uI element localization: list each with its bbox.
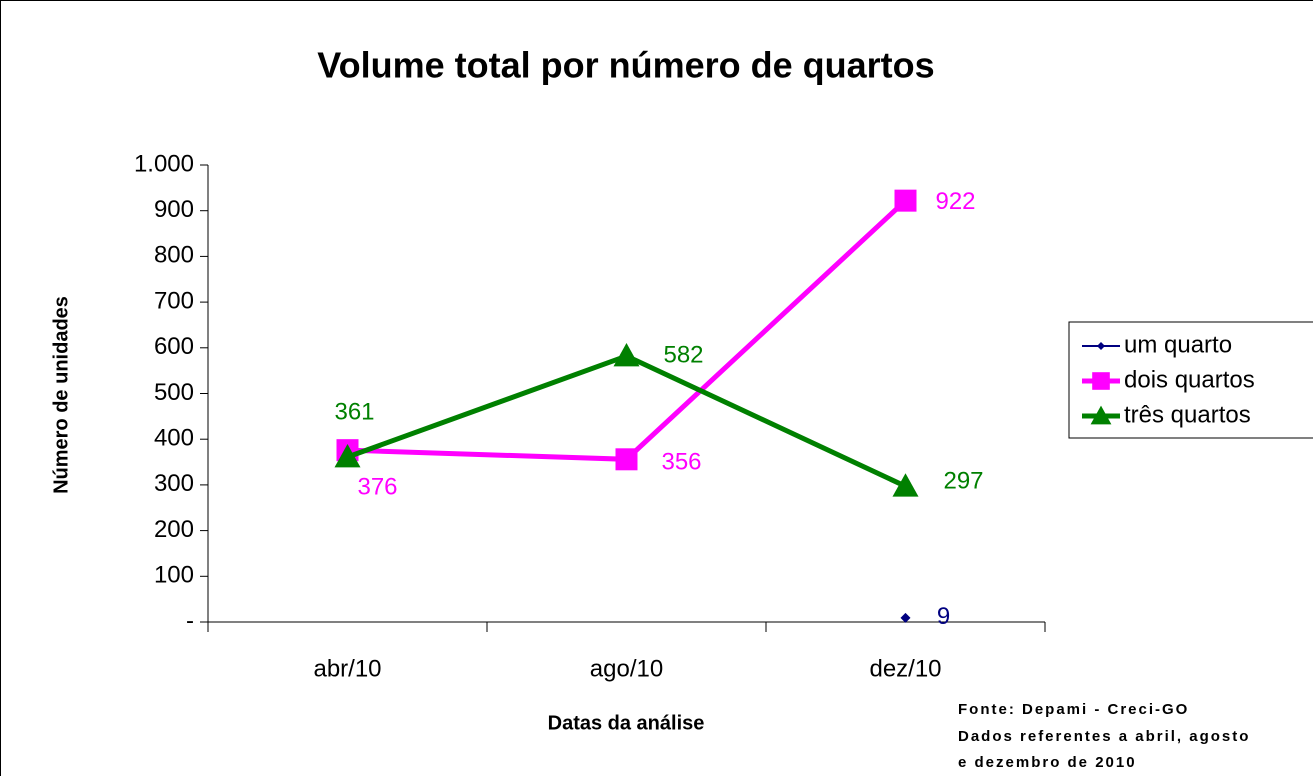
data-label: 582: [663, 341, 703, 368]
y-tick-label: -: [186, 607, 194, 634]
data-label: 922: [935, 188, 975, 215]
chart-title: Volume total por número de quartos: [317, 45, 934, 86]
y-tick-label: 400: [154, 425, 194, 452]
legend-label: dois quartos: [1124, 366, 1255, 393]
data-label: 9: [937, 603, 950, 630]
x-tick-label: dez/10: [869, 655, 941, 682]
marker: [613, 343, 640, 367]
y-axis-label: Número de unidades: [50, 296, 72, 494]
source-note: e dezembro de 2010: [958, 754, 1137, 771]
y-tick-label: 700: [154, 287, 194, 314]
source-note: Fonte: Depami - Creci-GO: [958, 701, 1189, 718]
y-tick-label: 500: [154, 379, 194, 406]
marker: [894, 189, 917, 212]
data-label: 356: [661, 449, 701, 476]
marker: [615, 448, 638, 471]
data-label: 376: [357, 474, 397, 501]
y-tick-label: 800: [154, 242, 194, 269]
x-tick-label: ago/10: [590, 655, 663, 682]
y-tick-label: 600: [154, 333, 194, 360]
source-note: Dados referentes a abril, agosto: [958, 728, 1250, 745]
y-tick-label: 1.000: [134, 150, 194, 177]
marker: [892, 473, 919, 497]
x-axis-label: Datas da análise: [548, 712, 705, 734]
legend-marker: [1097, 342, 1105, 350]
data-label: 297: [943, 468, 983, 495]
y-tick-label: 300: [154, 470, 194, 497]
data-label: 361: [334, 398, 374, 425]
y-tick-label: 900: [154, 196, 194, 223]
legend-marker: [1092, 372, 1110, 390]
legend-marker: [1090, 405, 1112, 425]
y-tick-label: 200: [154, 516, 194, 543]
legend-label: um quarto: [1124, 331, 1232, 358]
marker: [334, 444, 361, 468]
legend-label: três quartos: [1124, 401, 1251, 428]
x-tick-label: abr/10: [313, 655, 381, 682]
marker: [900, 612, 911, 623]
y-tick-label: 100: [154, 562, 194, 589]
